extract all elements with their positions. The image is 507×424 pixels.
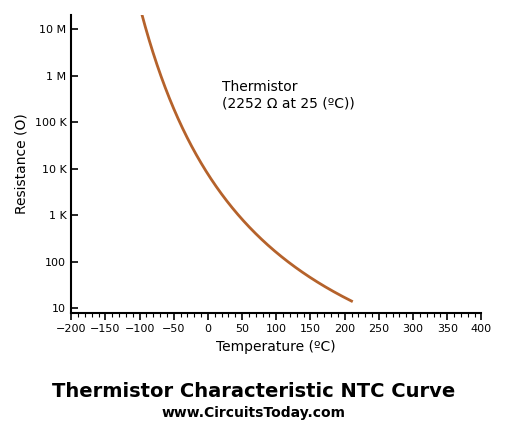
Text: www.CircuitsToday.com: www.CircuitsToday.com bbox=[162, 406, 345, 420]
Text: Thermistor Characteristic NTC Curve: Thermistor Characteristic NTC Curve bbox=[52, 382, 455, 401]
Y-axis label: Resistance (O): Resistance (O) bbox=[15, 113, 29, 214]
X-axis label: Temperature (ºC): Temperature (ºC) bbox=[216, 340, 336, 354]
Text: Thermistor
(2252 Ω at 25 (ºC)): Thermistor (2252 Ω at 25 (ºC)) bbox=[222, 80, 354, 110]
